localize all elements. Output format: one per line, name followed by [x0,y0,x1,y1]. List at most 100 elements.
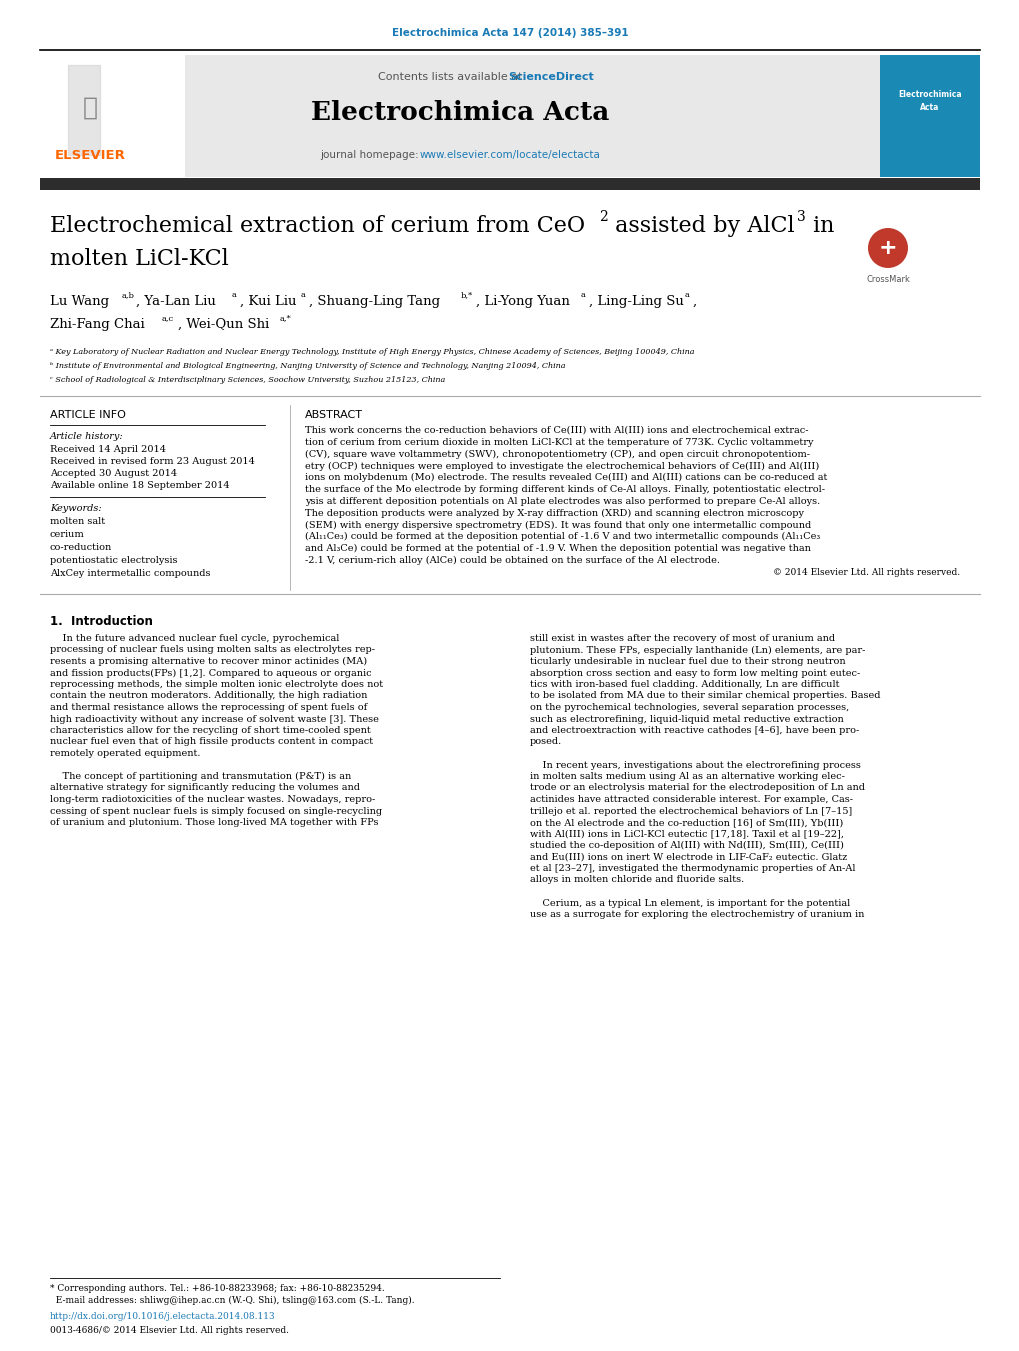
Text: © 2014 Elsevier Ltd. All rights reserved.: © 2014 Elsevier Ltd. All rights reserved… [772,567,959,577]
Text: high radioactivity without any increase of solvent waste [3]. These: high radioactivity without any increase … [50,715,378,724]
Text: 🌿: 🌿 [83,96,98,120]
Text: and fission products(FPs) [1,2]. Compared to aqueous or organic: and fission products(FPs) [1,2]. Compare… [50,669,371,678]
Text: long-term radiotoxicities of the nuclear wastes. Nowadays, repro-: long-term radiotoxicities of the nuclear… [50,794,375,804]
Text: CrossMark: CrossMark [865,276,909,284]
Text: Article history:: Article history: [50,432,123,440]
Text: The deposition products were analyzed by X-ray diffraction (XRD) and scanning el: The deposition products were analyzed by… [305,508,803,517]
Text: et al [23–27], investigated the thermodynamic properties of An-Al: et al [23–27], investigated the thermody… [530,865,855,873]
Text: , Ya-Lan Liu: , Ya-Lan Liu [136,295,216,308]
Text: and Eu(III) ions on inert W electrode in LIF-CaF₂ eutectic. Glatz: and Eu(III) ions on inert W electrode in… [530,852,847,862]
Text: The concept of partitioning and transmutation (P&T) is an: The concept of partitioning and transmut… [50,771,351,781]
Text: , Kui Liu: , Kui Liu [239,295,297,308]
Text: In recent years, investigations about the electrorefining process: In recent years, investigations about th… [530,761,860,770]
Text: nuclear fuel even that of high fissile products content in compact: nuclear fuel even that of high fissile p… [50,738,373,747]
Text: in: in [805,215,834,236]
Circle shape [867,228,907,267]
Text: a: a [581,290,585,299]
Text: Zhi-Fang Chai: Zhi-Fang Chai [50,317,145,331]
Text: contain the neutron moderators. Additionally, the high radiation: contain the neutron moderators. Addition… [50,692,367,701]
Text: absorption cross section and easy to form low melting point eutec-: absorption cross section and easy to for… [530,669,859,677]
Text: , Shuang-Ling Tang: , Shuang-Ling Tang [309,295,439,308]
Text: ABSTRACT: ABSTRACT [305,409,363,420]
Text: Lu Wang: Lu Wang [50,295,109,308]
Text: tics with iron-based fuel cladding. Additionally, Ln are difficult: tics with iron-based fuel cladding. Addi… [530,680,839,689]
Text: ᵇ Institute of Environmental and Biological Engineering, Nanjing University of S: ᵇ Institute of Environmental and Biologi… [50,362,565,370]
Text: the surface of the Mo electrode by forming different kinds of Ce-Al alloys. Fina: the surface of the Mo electrode by formi… [305,485,824,494]
Text: processing of nuclear fuels using molten salts as electrolytes rep-: processing of nuclear fuels using molten… [50,646,375,654]
FancyBboxPatch shape [879,55,979,177]
Text: posed.: posed. [530,738,561,747]
Text: tion of cerium from cerium dioxide in molten LiCl-KCl at the temperature of 773K: tion of cerium from cerium dioxide in mo… [305,438,813,447]
Text: on the pyrochemical technologies, several separation processes,: on the pyrochemical technologies, severa… [530,703,849,712]
Text: Electrochimica Acta: Electrochimica Acta [311,100,608,126]
Text: studied the co-deposition of Al(III) with Nd(III), Sm(III), Ce(III): studied the co-deposition of Al(III) wit… [530,842,843,850]
FancyBboxPatch shape [40,178,979,190]
Text: ,: , [692,295,696,308]
Text: alloys in molten chloride and fluoride salts.: alloys in molten chloride and fluoride s… [530,875,744,885]
Text: a: a [685,290,689,299]
Text: co-reduction: co-reduction [50,543,112,553]
Text: www.elsevier.com/locate/electacta: www.elsevier.com/locate/electacta [420,150,600,159]
Text: potentiostatic electrolysis: potentiostatic electrolysis [50,557,177,565]
Text: 2: 2 [598,209,607,224]
Text: ELSEVIER: ELSEVIER [54,149,125,162]
Text: +: + [877,238,897,258]
Text: with Al(III) ions in LiCl-KCl eutectic [17,18]. Taxil et al [19–22],: with Al(III) ions in LiCl-KCl eutectic [… [530,830,843,839]
Text: a,c: a,c [162,313,174,322]
Text: 1.  Introduction: 1. Introduction [50,615,153,628]
Text: on the Al electrode and the co-reduction [16] of Sm(III), Yb(III): on the Al electrode and the co-reduction… [530,817,843,827]
FancyBboxPatch shape [40,55,184,177]
Text: ᶜ School of Radiological & Interdisciplinary Sciences, Soochow University, Suzho: ᶜ School of Radiological & Interdiscipli… [50,376,445,384]
Text: a,*: a,* [280,313,291,322]
Text: 3: 3 [796,209,805,224]
Text: Received in revised form 23 August 2014: Received in revised form 23 August 2014 [50,457,255,466]
Text: Electrochimica: Electrochimica [898,91,961,99]
Text: This work concerns the co-reduction behaviors of Ce(III) with Al(III) ions and e: This work concerns the co-reduction beha… [305,426,808,435]
Text: ᵃ Key Laboratory of Nuclear Radiation and Nuclear Energy Technology, Institute o: ᵃ Key Laboratory of Nuclear Radiation an… [50,349,694,357]
Text: trillejo et al. reported the electrochemical behaviors of Ln [7–15]: trillejo et al. reported the electrochem… [530,807,852,816]
Text: cerium: cerium [50,530,85,539]
Text: E-mail addresses: shliwg@ihep.ac.cn (W.-Q. Shi), tsling@163.com (S.-L. Tang).: E-mail addresses: shliwg@ihep.ac.cn (W.-… [50,1296,414,1305]
Text: Received 14 April 2014: Received 14 April 2014 [50,444,166,454]
Text: assisted by AlCl: assisted by AlCl [607,215,794,236]
Text: and thermal resistance allows the reprocessing of spent fuels of: and thermal resistance allows the reproc… [50,703,367,712]
Text: still exist in wastes after the recovery of most of uranium and: still exist in wastes after the recovery… [530,634,835,643]
Text: * Corresponding authors. Tel.: +86-10-88233968; fax: +86-10-88235294.: * Corresponding authors. Tel.: +86-10-88… [50,1283,384,1293]
Text: Cerium, as a typical Ln element, is important for the potential: Cerium, as a typical Ln element, is impo… [530,898,850,908]
Text: Acta: Acta [919,103,938,112]
Text: cessing of spent nuclear fuels is simply focused on single-recycling: cessing of spent nuclear fuels is simply… [50,807,382,816]
Text: remotely operated equipment.: remotely operated equipment. [50,748,201,758]
Text: such as electrorefining, liquid-liquid metal reductive extraction: such as electrorefining, liquid-liquid m… [530,715,843,724]
Text: actinides have attracted considerable interest. For example, Cas-: actinides have attracted considerable in… [530,794,852,804]
Text: , Wei-Qun Shi: , Wei-Qun Shi [178,317,269,331]
Text: ScienceDirect: ScienceDirect [507,72,593,82]
Text: resents a promising alternative to recover minor actinides (MA): resents a promising alternative to recov… [50,657,367,666]
Text: Accepted 30 August 2014: Accepted 30 August 2014 [50,469,177,478]
Text: ysis at different deposition potentials on Al plate electrodes was also performe: ysis at different deposition potentials … [305,497,819,505]
Text: Available online 18 September 2014: Available online 18 September 2014 [50,481,229,490]
Text: (Al₁₁Ce₃) could be formed at the deposition potential of -1.6 V and two intermet: (Al₁₁Ce₃) could be formed at the deposit… [305,532,819,542]
Text: (SEM) with energy dispersive spectrometry (EDS). It was found that only one inte: (SEM) with energy dispersive spectrometr… [305,520,810,530]
Text: etry (OCP) techniques were employed to investigate the electrochemical behaviors: etry (OCP) techniques were employed to i… [305,462,818,470]
Text: reprocessing methods, the simple molten ionic electrolyte does not: reprocessing methods, the simple molten … [50,680,383,689]
Text: (CV), square wave voltammetry (SWV), chronopotentiometry (CP), and open circuit : (CV), square wave voltammetry (SWV), chr… [305,450,809,459]
Text: 0013-4686/© 2014 Elsevier Ltd. All rights reserved.: 0013-4686/© 2014 Elsevier Ltd. All right… [50,1325,288,1335]
Text: and Al₃Ce) could be formed at the potential of -1.9 V. When the deposition poten: and Al₃Ce) could be formed at the potent… [305,544,810,553]
Text: Contents lists available at: Contents lists available at [378,72,526,82]
Text: molten salt: molten salt [50,517,105,526]
Text: AlxCey intermetallic compounds: AlxCey intermetallic compounds [50,569,210,578]
Text: ticularly undesirable in nuclear fuel due to their strong neutron: ticularly undesirable in nuclear fuel du… [530,657,845,666]
Text: of uranium and plutonium. Those long-lived MA together with FPs: of uranium and plutonium. Those long-liv… [50,817,378,827]
Text: use as a surrogate for exploring the electrochemistry of uranium in: use as a surrogate for exploring the ele… [530,911,863,919]
Text: characteristics allow for the recycling of short time-cooled spent: characteristics allow for the recycling … [50,725,370,735]
Text: a: a [231,290,236,299]
Text: http://dx.doi.org/10.1016/j.electacta.2014.08.113: http://dx.doi.org/10.1016/j.electacta.20… [50,1312,275,1321]
Text: , Li-Yong Yuan: , Li-Yong Yuan [476,295,570,308]
Text: trode or an electrolysis material for the electrodeposition of Ln and: trode or an electrolysis material for th… [530,784,864,793]
Text: molten LiCl-KCl: molten LiCl-KCl [50,249,228,270]
Text: plutonium. These FPs, especially lanthanide (Ln) elements, are par-: plutonium. These FPs, especially lanthan… [530,646,864,655]
Text: in molten salts medium using Al as an alternative working elec-: in molten salts medium using Al as an al… [530,771,844,781]
Text: ARTICLE INFO: ARTICLE INFO [50,409,125,420]
Text: to be isolated from MA due to their similar chemical properties. Based: to be isolated from MA due to their simi… [530,692,879,701]
Text: Electrochemical extraction of cerium from CeO: Electrochemical extraction of cerium fro… [50,215,585,236]
